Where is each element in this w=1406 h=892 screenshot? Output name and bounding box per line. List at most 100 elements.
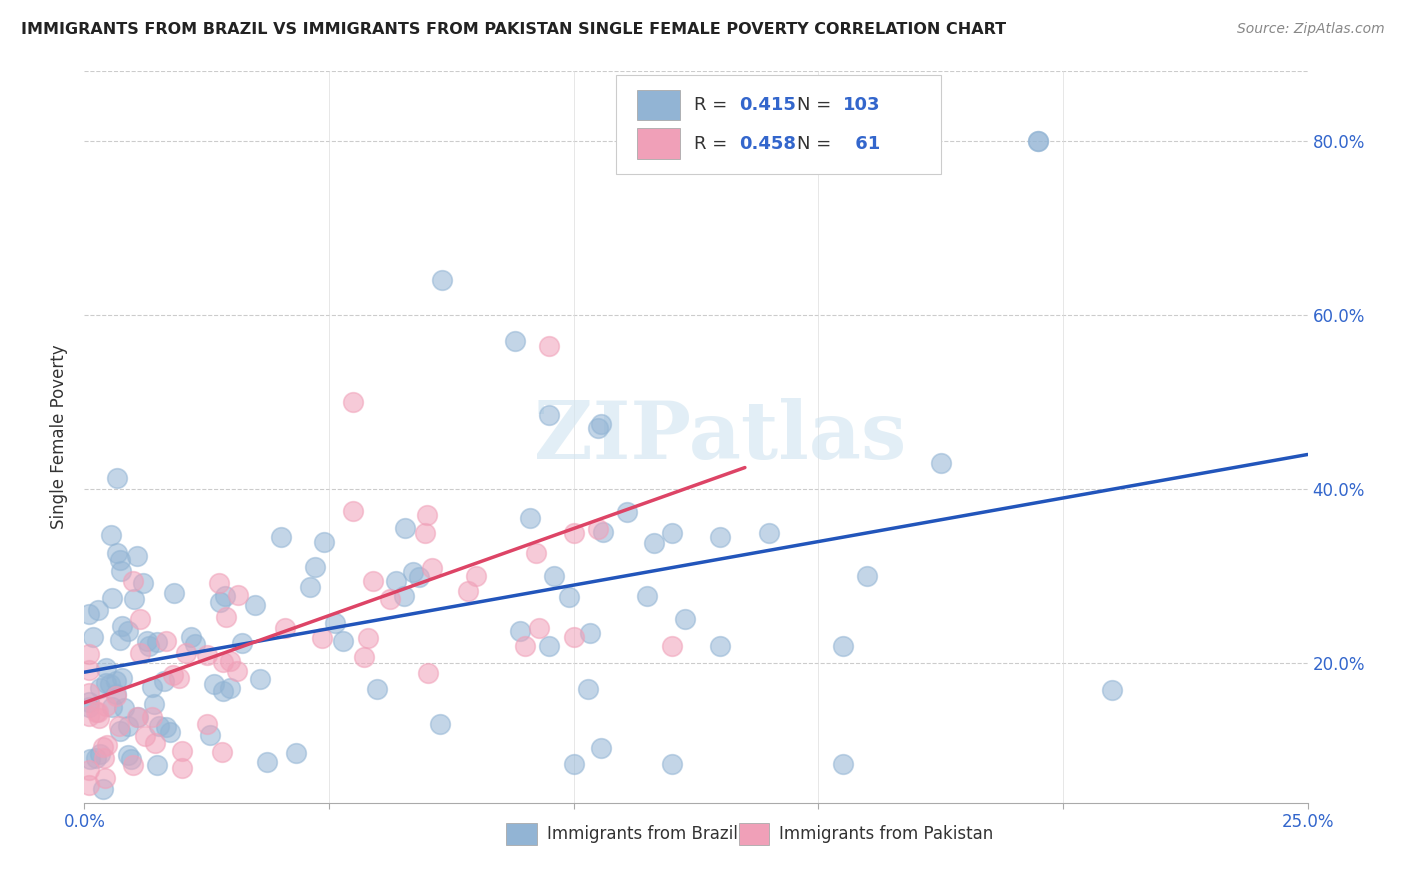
Point (77, 700, 100, 714)
Text: IMMIGRANTS FROM BRAZIL VS IMMIGRANTS FROM PAKISTAN SINGLE FEMALE POVERTY CORRELA: IMMIGRANTS FROM BRAZIL VS IMMIGRANTS FRO… (21, 22, 1007, 37)
Point (274, 621, 297, 635)
FancyBboxPatch shape (616, 75, 941, 174)
Point (513, 639, 536, 653)
Point (385, 574, 408, 588)
Text: 0.415: 0.415 (738, 96, 796, 114)
Point (430, 273, 453, 287)
Point (87, 706, 110, 720)
Point (311, 632, 333, 646)
Point (195, 717, 218, 731)
Point (111, 671, 134, 685)
Point (87, 711, 110, 725)
Point (134, 729, 156, 743)
Point (304, 560, 326, 574)
Point (332, 634, 354, 648)
FancyBboxPatch shape (506, 823, 537, 846)
Point (141, 709, 163, 723)
Point (231, 636, 253, 650)
Point (503, 334, 526, 349)
Point (77, 663, 100, 677)
Point (89, 747, 111, 761)
Point (342, 395, 364, 409)
Point (616, 505, 638, 519)
Point (408, 570, 430, 584)
Point (105, 689, 128, 703)
Point (117, 747, 139, 762)
Point (117, 719, 139, 733)
Point (122, 758, 145, 772)
Point (1028, 134, 1050, 148)
Point (169, 671, 191, 685)
Point (643, 536, 665, 550)
Point (146, 635, 169, 649)
Text: R =: R = (693, 135, 733, 153)
Point (105, 471, 128, 485)
Point (361, 574, 384, 589)
Text: 103: 103 (842, 96, 880, 114)
Point (538, 339, 561, 353)
Point (457, 583, 479, 598)
Point (143, 698, 166, 712)
Point (77, 686, 100, 700)
Point (155, 634, 177, 648)
Point (284, 746, 307, 760)
Point (120, 752, 142, 766)
Point (538, 409, 561, 423)
Point (100, 527, 122, 541)
Point (342, 504, 364, 518)
Point (89, 681, 111, 695)
Point (108, 719, 131, 733)
Point (100, 700, 122, 714)
Point (562, 631, 585, 645)
Point (212, 684, 235, 698)
Point (104, 673, 127, 688)
Point (159, 724, 181, 739)
Point (195, 648, 218, 662)
Point (184, 637, 207, 651)
Point (929, 456, 952, 470)
Point (127, 710, 149, 724)
Point (366, 681, 388, 696)
Point (529, 621, 551, 635)
Point (122, 592, 145, 607)
Point (129, 647, 152, 661)
Point (163, 585, 186, 599)
Point (91, 739, 114, 754)
Point (152, 674, 174, 689)
Point (208, 575, 231, 590)
Point (77, 763, 100, 777)
Point (378, 592, 401, 607)
Point (225, 664, 247, 678)
Point (143, 736, 166, 750)
Point (108, 632, 131, 647)
Point (576, 681, 599, 696)
Point (105, 546, 128, 560)
Point (589, 741, 612, 756)
Point (758, 525, 780, 540)
Point (172, 743, 194, 757)
Point (709, 530, 731, 544)
Point (94, 661, 117, 675)
Point (401, 565, 423, 579)
Point (77, 607, 100, 622)
Point (1101, 682, 1123, 697)
Point (356, 631, 378, 645)
Point (413, 526, 436, 541)
Point (202, 677, 225, 691)
Point (219, 654, 242, 668)
Point (558, 590, 581, 604)
Point (543, 569, 565, 583)
Point (562, 525, 585, 540)
Point (84, 750, 107, 764)
Y-axis label: Single Female Poverty: Single Female Poverty (51, 345, 69, 529)
Point (215, 609, 238, 624)
Point (256, 755, 278, 769)
Text: N =: N = (797, 96, 838, 114)
Point (174, 646, 197, 660)
Text: Source: ZipAtlas.com: Source: ZipAtlas.com (1237, 22, 1385, 37)
Point (87, 602, 110, 616)
Point (298, 580, 321, 594)
Point (125, 710, 148, 724)
Point (562, 756, 585, 771)
Point (82, 630, 104, 644)
